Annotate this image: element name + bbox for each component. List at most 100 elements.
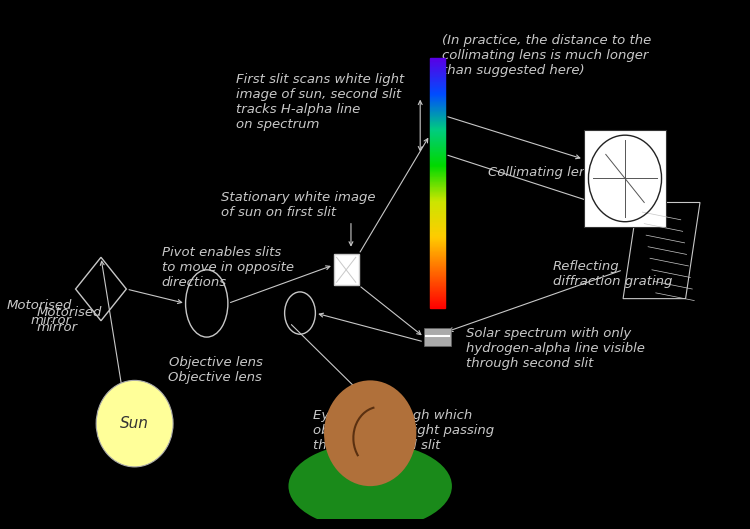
Bar — [430, 72, 445, 73]
Bar — [430, 289, 445, 290]
Bar — [430, 107, 445, 108]
Bar — [430, 224, 445, 225]
Bar — [430, 74, 445, 75]
Bar — [430, 284, 445, 285]
Text: Collimating lens: Collimating lens — [488, 166, 595, 179]
Bar — [430, 274, 445, 275]
Bar — [430, 96, 445, 97]
Bar — [430, 132, 445, 133]
Bar — [430, 206, 445, 207]
Bar — [430, 59, 445, 60]
Bar — [430, 118, 445, 119]
Bar — [430, 244, 445, 245]
Bar — [430, 171, 445, 172]
Bar — [430, 247, 445, 248]
Bar — [430, 109, 445, 110]
Text: Stationary white image
of sun on first slit: Stationary white image of sun on first s… — [221, 191, 376, 219]
Bar — [584, 130, 666, 226]
Bar — [430, 188, 445, 189]
Bar — [430, 253, 445, 254]
Bar — [430, 130, 445, 131]
Bar — [430, 162, 445, 163]
Bar — [430, 241, 445, 242]
Bar — [430, 133, 445, 134]
Bar — [430, 264, 445, 265]
Bar — [430, 305, 445, 306]
Bar — [430, 120, 445, 121]
Bar — [430, 116, 445, 117]
Bar — [430, 267, 445, 268]
Bar — [430, 108, 445, 109]
Bar — [430, 204, 445, 205]
Bar — [430, 60, 445, 61]
Bar — [430, 189, 445, 190]
Bar — [430, 277, 445, 278]
Bar — [430, 154, 445, 155]
Bar — [430, 90, 445, 91]
Bar — [430, 211, 445, 212]
Bar — [430, 212, 445, 213]
Bar — [430, 250, 445, 251]
Bar — [430, 106, 445, 107]
Bar — [430, 84, 445, 85]
Bar — [430, 119, 445, 120]
Bar — [430, 297, 445, 298]
Bar — [430, 257, 445, 258]
Bar — [430, 215, 445, 216]
Bar — [430, 239, 445, 240]
Bar — [430, 255, 445, 256]
Bar — [430, 260, 445, 261]
Bar — [430, 148, 445, 149]
Bar — [430, 198, 445, 199]
Bar — [430, 70, 445, 71]
Bar — [430, 144, 445, 145]
Bar — [430, 176, 445, 177]
Bar — [430, 208, 445, 209]
Bar — [430, 105, 445, 106]
Bar — [430, 303, 445, 304]
Bar — [430, 183, 445, 184]
Bar — [430, 271, 445, 272]
Text: Motorised
mirror: Motorised mirror — [7, 299, 72, 326]
Bar — [430, 282, 445, 283]
Bar — [430, 125, 445, 126]
Bar — [430, 123, 445, 124]
Bar — [430, 127, 445, 128]
Bar — [430, 283, 445, 284]
Bar — [430, 85, 445, 86]
Bar — [430, 228, 445, 229]
Bar — [430, 246, 445, 247]
Bar — [430, 299, 445, 300]
Bar — [430, 177, 445, 178]
Bar — [430, 175, 445, 176]
Bar — [430, 229, 445, 230]
Bar — [430, 196, 445, 197]
Bar — [430, 186, 445, 187]
Bar — [430, 203, 445, 204]
Bar — [430, 216, 445, 217]
Bar — [430, 213, 445, 214]
Bar — [430, 230, 445, 231]
Bar — [430, 160, 445, 161]
Bar — [430, 140, 445, 141]
Bar — [430, 231, 445, 232]
Bar — [430, 210, 445, 211]
Bar — [430, 256, 445, 257]
Bar — [430, 180, 445, 181]
Bar — [430, 76, 445, 77]
Bar — [430, 172, 445, 174]
Bar — [430, 88, 445, 89]
Bar — [430, 122, 445, 123]
Bar — [430, 202, 445, 203]
Bar — [430, 150, 445, 151]
Bar — [430, 259, 445, 260]
Bar — [430, 266, 445, 267]
Bar — [430, 222, 445, 223]
Bar — [430, 94, 445, 95]
Bar — [430, 146, 445, 147]
Bar — [430, 169, 445, 170]
Bar — [430, 58, 445, 59]
Bar — [430, 290, 445, 291]
Bar — [430, 179, 445, 180]
Bar — [430, 263, 445, 264]
